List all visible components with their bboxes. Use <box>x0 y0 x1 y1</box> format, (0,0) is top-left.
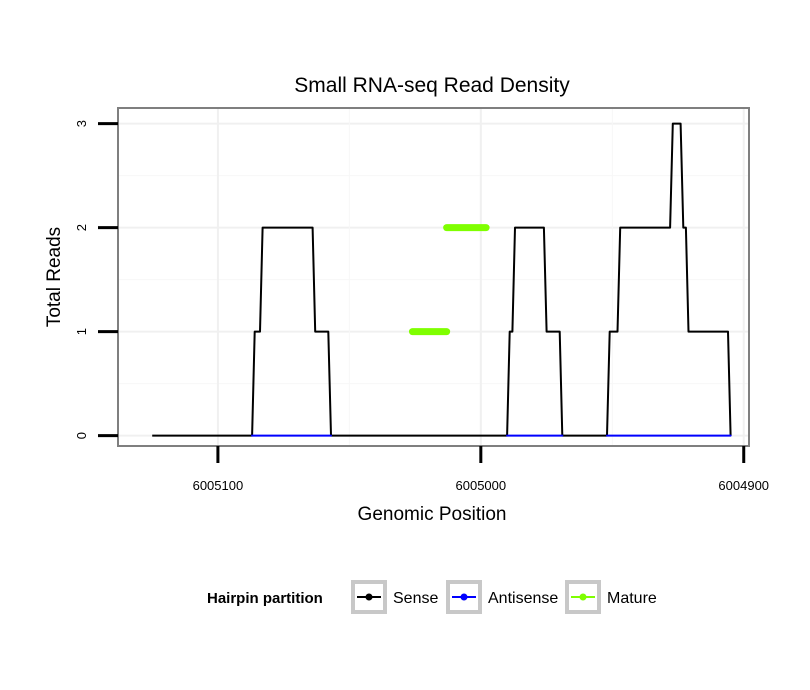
legend-label-mature: Mature <box>607 590 657 607</box>
legend-item-mature: Mature <box>565 580 657 614</box>
legend-title: Hairpin partition <box>207 590 323 607</box>
y-tick-label: 3 <box>74 120 89 127</box>
data-lines <box>152 122 732 437</box>
y-tick-label: 0 <box>74 432 89 439</box>
legend-point-mature <box>579 593 587 601</box>
y-tick-label: 2 <box>74 224 89 231</box>
x-axis-title: Genomic Position <box>358 504 507 525</box>
y-axis-title: Total Reads <box>44 227 65 327</box>
plot-panel-border <box>117 107 750 447</box>
x-tick-label: 6004900 <box>718 478 769 493</box>
legend: Hairpin partition Sense Antisense Mature <box>207 580 657 614</box>
y-tick-label: 1 <box>74 328 89 335</box>
legend-item-antisense: Antisense <box>446 580 558 614</box>
legend-label-antisense: Antisense <box>488 590 558 607</box>
x-tick-label: 6005100 <box>193 478 244 493</box>
legend-label-sense: Sense <box>393 590 438 607</box>
legend-point-sense <box>365 593 373 601</box>
chart-title: Small RNA-seq Read Density <box>294 74 570 97</box>
legend-point-antisense <box>460 593 468 601</box>
grid <box>118 108 749 446</box>
x-axis: 6005100 6005000 6004900 <box>193 446 769 493</box>
legend-item-sense: Sense <box>351 580 438 614</box>
series-sense-line <box>152 122 732 437</box>
y-axis: 0 1 2 3 <box>74 120 118 439</box>
x-tick-label: 6005000 <box>456 478 507 493</box>
